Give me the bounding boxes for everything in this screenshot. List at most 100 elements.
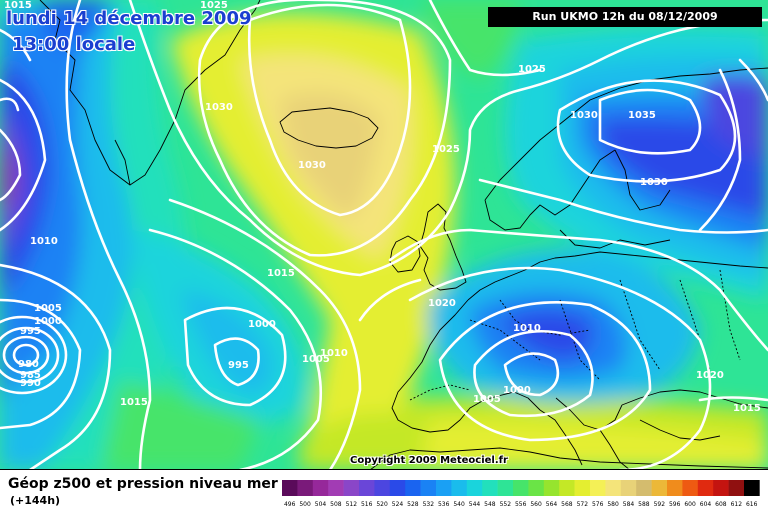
colorbar-swatch	[282, 480, 298, 496]
colorbar-swatch	[574, 480, 591, 496]
colorbar-swatch	[420, 480, 437, 496]
colorbar-tick-label: 508	[330, 501, 342, 508]
colorbar-swatch	[497, 480, 514, 496]
colorbar-swatch	[451, 480, 468, 496]
copyright-notice: Copyright 2009 Meteociel.fr	[350, 455, 508, 466]
colorbar-tick-label: 500	[299, 501, 311, 508]
isobar-label: 1005	[473, 394, 501, 405]
ireland-outline	[389, 235, 421, 273]
colorbar-tick-label: 528	[407, 501, 419, 508]
colorbar-tick-label: 592	[654, 501, 666, 508]
colorbar-tick-label: 524	[392, 501, 404, 508]
colorbar-tick-label: 560	[530, 501, 542, 508]
colorbar-tick-label: 544	[469, 501, 481, 508]
colorbar-swatch	[312, 480, 329, 496]
forecast-lead-time: (+144h)	[10, 494, 61, 507]
colorbar-swatch	[513, 480, 529, 496]
colorbar-tick-label: 580	[607, 501, 619, 508]
colorbar-swatch	[728, 480, 745, 496]
colorbar-swatch	[713, 480, 729, 496]
isobar-label: 1030	[640, 177, 668, 188]
isobar-label: 1000	[248, 319, 276, 330]
isobar-label: 995	[20, 326, 41, 337]
colorbar-tick-label: 600	[684, 501, 696, 508]
colorbar-tick-label: 616	[746, 501, 758, 508]
colorbar-tick-label: 568	[561, 501, 573, 508]
colorbar-swatch	[389, 480, 406, 496]
colorbar-tick-label: 584	[623, 501, 635, 508]
geopotential-colorbar: 496 500 504 508 512 516 520 524 528 532 536 540 544 5…	[282, 480, 760, 508]
colorbar-swatch	[682, 480, 699, 496]
isobars	[0, 0, 768, 470]
isobar-label: 985	[20, 370, 41, 381]
isobar-label: 1030	[298, 160, 326, 171]
colorbar-tick-label: 572	[577, 501, 589, 508]
colorbar-tick-label: 556	[515, 501, 527, 508]
colorbar-swatch	[543, 480, 560, 496]
isobar-label: 1015	[120, 397, 148, 408]
colorbar-tick-label: 564	[546, 501, 558, 508]
colorbar-swatch	[482, 480, 498, 496]
iceland-outline	[279, 107, 379, 149]
colorbar-tick-label: 516	[361, 501, 373, 508]
colorbar-swatch	[328, 480, 344, 496]
colorbar-swatch	[359, 480, 375, 496]
colorbar-swatch	[697, 480, 714, 496]
colorbar-tick-label: 552	[500, 501, 512, 508]
colorbar-tick-label: 548	[484, 501, 496, 508]
isobar-label: 1010	[30, 236, 58, 247]
pressure-map: 1025 1030 1030 1025 1025 1030 1035 1030 …	[0, 0, 768, 470]
colorbar-swatch	[667, 480, 683, 496]
colorbar-tick-label: 604	[700, 501, 712, 508]
colorbar-swatch	[405, 480, 421, 496]
isobar-label: 1025	[432, 144, 460, 155]
map-legend-title: Géop z500 et pression niveau mer	[8, 476, 278, 492]
colorbar-swatch	[620, 480, 637, 496]
isobar-label: 1005	[34, 303, 62, 314]
colorbar-swatch	[559, 480, 575, 496]
colorbar-tick-label: 588	[638, 501, 650, 508]
forecast-date: lundi 14 décembre 2009	[6, 8, 252, 29]
colorbar-tick-label: 536	[438, 501, 450, 508]
colorbar-tick-label: 512	[346, 501, 358, 508]
colorbar-swatch	[436, 480, 452, 496]
isobar-label: 1035	[628, 110, 656, 121]
isobar-label: 1030	[205, 102, 233, 113]
isobar-label: 1000	[503, 385, 531, 396]
colorbar-swatch	[466, 480, 483, 496]
colorbar-swatch	[343, 480, 360, 496]
isobar-label: 1015	[733, 403, 761, 414]
isobar-label: 1015	[4, 0, 32, 11]
isobar-labels: 1025 1030 1030 1025 1025 1030 1035 1030 …	[4, 0, 761, 414]
isobar-label: 995	[228, 360, 249, 371]
colorbar-swatch	[590, 480, 606, 496]
isobar-label: 1015	[267, 268, 295, 279]
colorbar-swatch	[605, 480, 622, 496]
geopotential-field	[0, 0, 768, 470]
colorbar-swatch	[636, 480, 652, 496]
forecast-time: 13:00 locale	[12, 34, 136, 55]
isobar-label: 1025	[518, 64, 546, 75]
isobar-label: 980	[18, 359, 39, 370]
colorbar-swatch	[374, 480, 391, 496]
isobar-label: 1010	[513, 323, 541, 334]
isobar-label: 990	[20, 378, 41, 389]
colorbar-tick-label: 612	[731, 501, 743, 508]
colorbar-swatch	[651, 480, 668, 496]
colorbar-swatch	[297, 480, 314, 496]
isobar-label: 1000	[34, 316, 62, 327]
colorbar-tick-label: 596	[669, 501, 681, 508]
colorbar-tick-label: 576	[592, 501, 604, 508]
isobar-label: 1025	[200, 0, 228, 11]
colorbar-tick-label: 608	[715, 501, 727, 508]
colorbar-swatch	[528, 480, 545, 496]
colorbar-swatch	[744, 480, 760, 496]
isobar-label: 1005	[302, 354, 330, 365]
isobar-label: 1030	[570, 110, 598, 121]
colorbar-tick-label: 540	[453, 501, 465, 508]
colorbar-tick-label: 520	[376, 501, 388, 508]
isobar-label: 1020	[696, 370, 724, 381]
isobar-label: 1020	[428, 298, 456, 309]
colorbar-tick-label: 504	[315, 501, 327, 508]
